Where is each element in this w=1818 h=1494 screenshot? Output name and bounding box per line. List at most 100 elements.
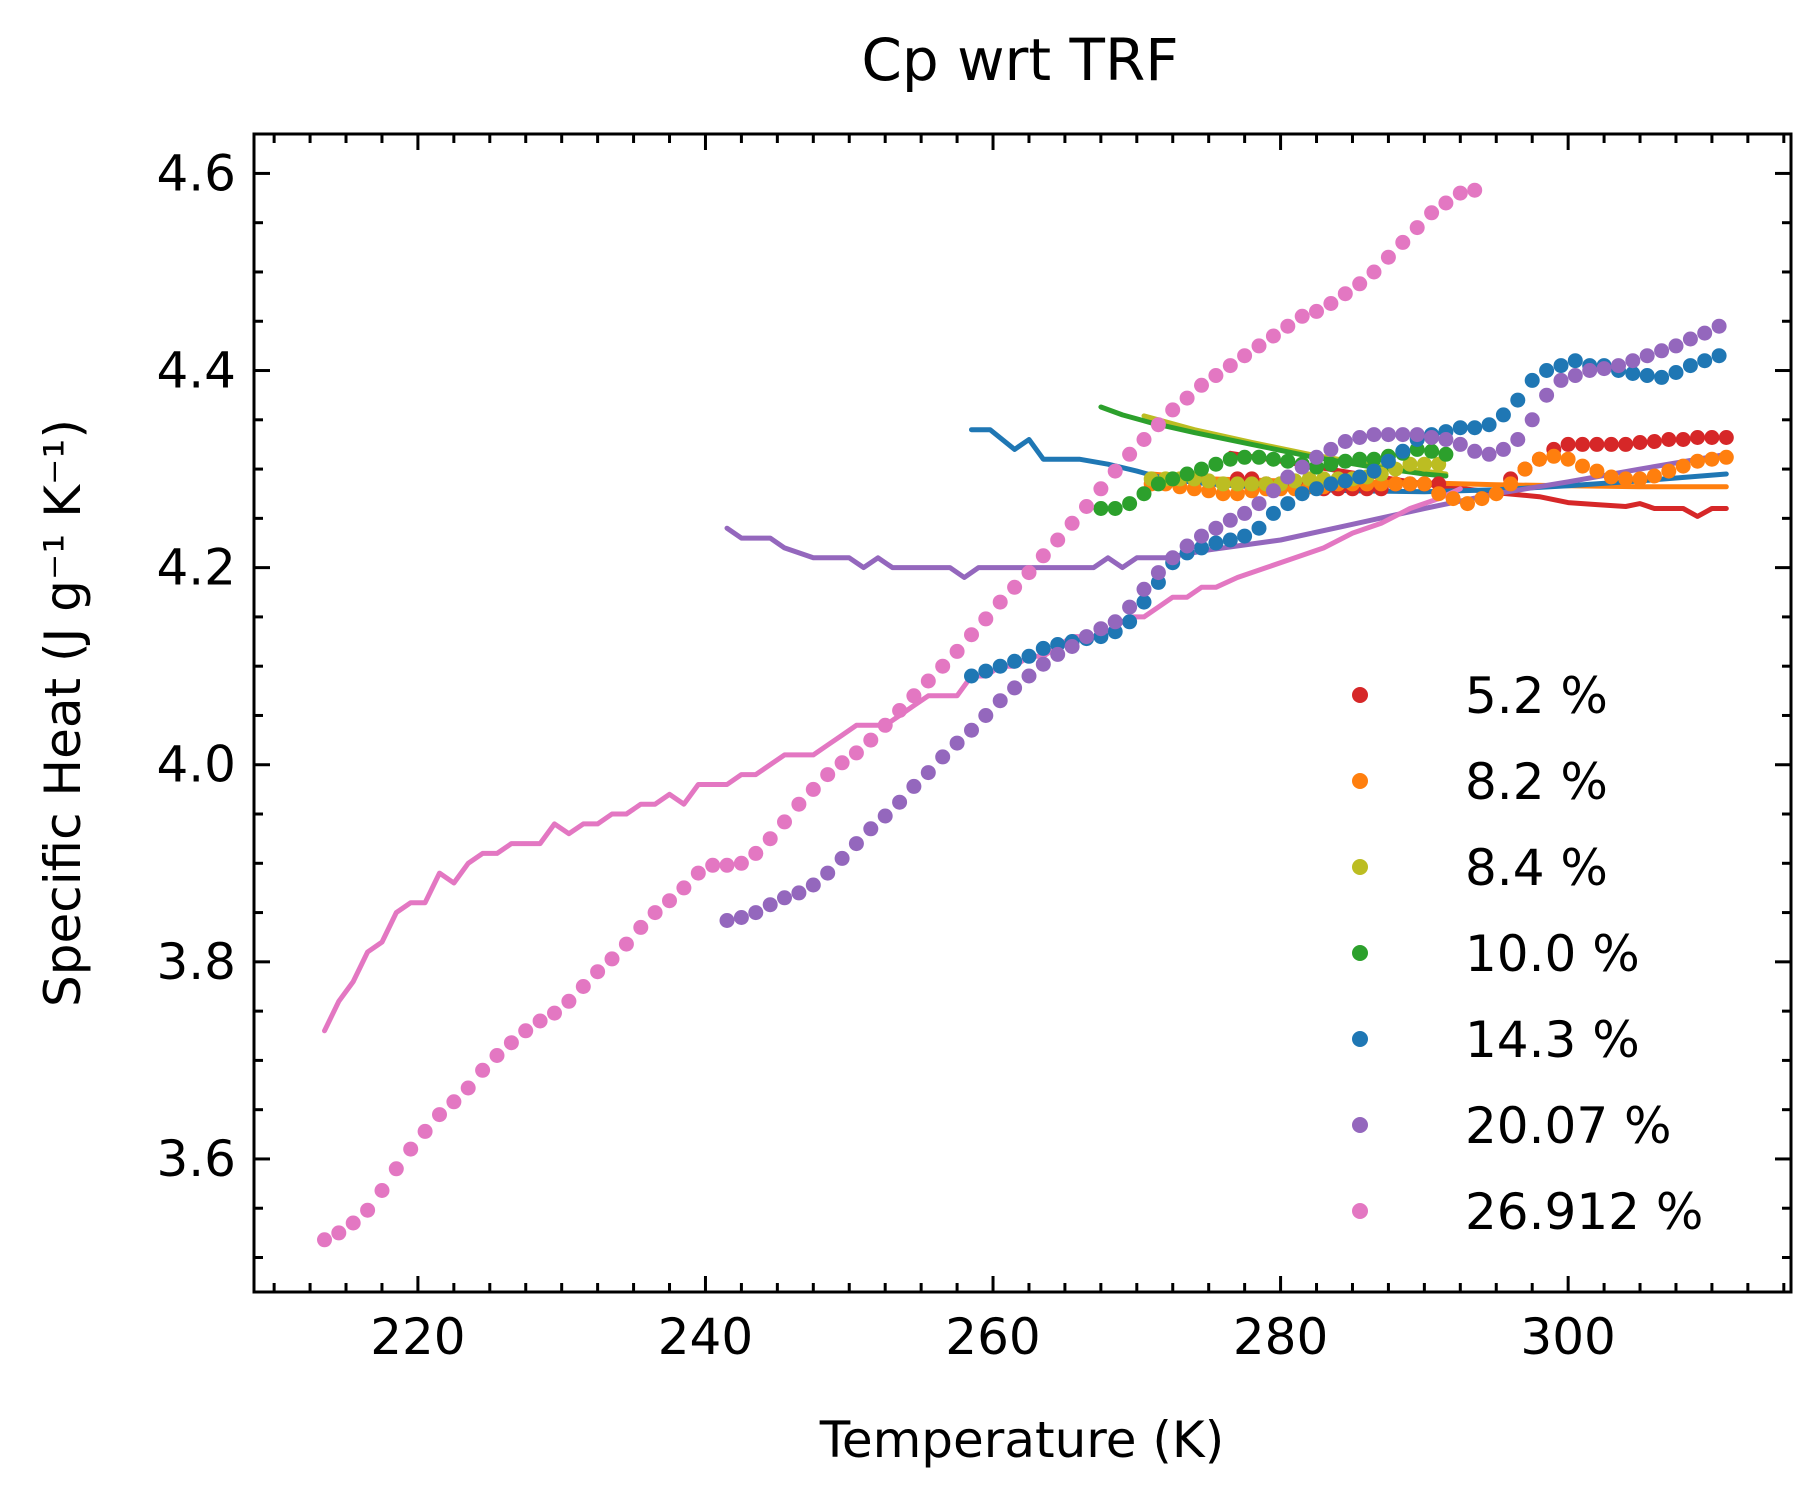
series-point-6 <box>834 755 850 771</box>
series-point-1 <box>1388 476 1404 492</box>
series-point-6 <box>647 905 663 921</box>
series-point-5 <box>1467 443 1483 459</box>
y-tick-label: 4.2 <box>156 539 236 597</box>
series-point-0 <box>1675 432 1691 447</box>
series-point-3 <box>1136 486 1152 502</box>
series-point-5 <box>1093 621 1109 637</box>
series-point-4 <box>992 658 1008 674</box>
series-point-5 <box>1366 427 1382 443</box>
plot-frame <box>252 132 1793 1294</box>
series-point-3 <box>1337 453 1353 469</box>
series-point-5 <box>1107 614 1123 630</box>
series-point-5 <box>1539 387 1555 403</box>
series-point-4 <box>1251 520 1267 536</box>
series-point-1 <box>1402 476 1418 492</box>
series-point-6 <box>1021 565 1037 581</box>
series-point-4 <box>1495 407 1511 423</box>
series-point-3 <box>1208 456 1224 472</box>
legend: 5.2 % 8.2 % 8.4 % 10.0 % 14.3 % 20.07 % 26.912… <box>1352 667 1703 1241</box>
series-point-3 <box>1150 476 1166 492</box>
series-point-6 <box>1424 205 1440 221</box>
series-point-5 <box>863 821 879 837</box>
series-point-5 <box>1625 353 1641 369</box>
series-point-3 <box>1280 453 1296 469</box>
y-tick-label: 3.6 <box>156 1130 236 1188</box>
series-point-1 <box>1474 491 1490 507</box>
series-point-6 <box>1366 264 1382 280</box>
series-point-6 <box>935 658 951 674</box>
series-point-5 <box>1697 325 1713 341</box>
series-point-6 <box>1395 234 1411 250</box>
series-point-4 <box>1237 528 1253 544</box>
series-point-3 <box>1251 449 1267 465</box>
series-point-5 <box>1165 550 1181 566</box>
series-point-5 <box>748 905 764 921</box>
series-point-2 <box>1244 476 1260 492</box>
series-point-5 <box>1481 446 1497 462</box>
series-point-2 <box>1229 476 1245 492</box>
series-point-0 <box>1661 432 1677 447</box>
series-point-1 <box>1460 496 1475 512</box>
series-point-4 <box>1208 535 1224 551</box>
legend-marker <box>1352 773 1368 789</box>
series-point-6 <box>992 594 1008 610</box>
y-tick-label: 4.4 <box>156 342 236 400</box>
series-point-5 <box>1309 449 1324 465</box>
series-point-5 <box>820 865 836 881</box>
series-point-4 <box>1007 653 1023 669</box>
legend-label: 20.07 % <box>1465 1097 1672 1155</box>
series-point-3 <box>1194 461 1209 477</box>
series-point-1 <box>1575 458 1590 474</box>
x-tick-label: 240 <box>658 1308 753 1366</box>
series-line-3 <box>1098 404 1449 479</box>
series-point-4 <box>1625 366 1641 381</box>
series-point-1 <box>1632 471 1648 487</box>
series-point-6 <box>1251 338 1267 354</box>
series-point-6 <box>561 993 577 1009</box>
legend-label: 10.0 % <box>1465 925 1640 983</box>
series-point-6 <box>1079 499 1094 514</box>
series-point-5 <box>1280 469 1296 485</box>
series-point-6 <box>777 814 792 830</box>
series-point-6 <box>848 745 864 761</box>
series-point-6 <box>863 732 879 748</box>
series-point-1 <box>1718 449 1734 465</box>
series-point-5 <box>892 794 908 810</box>
x-tick-label: 280 <box>1233 1308 1328 1366</box>
series-point-6 <box>820 767 836 783</box>
series-point-4 <box>964 668 979 684</box>
series-point-5 <box>1668 338 1684 354</box>
series-point-6 <box>1280 318 1296 334</box>
series-point-0 <box>1632 435 1648 450</box>
series-point-5 <box>1711 318 1727 334</box>
series-point-6 <box>590 964 606 980</box>
series-point-6 <box>374 1183 390 1198</box>
series-point-3 <box>1438 446 1454 462</box>
series-point-0 <box>1560 436 1576 452</box>
x-tick-label: 220 <box>370 1308 465 1366</box>
series-point-4 <box>1711 348 1727 364</box>
series-point-5 <box>1323 441 1339 457</box>
series-point-5 <box>1352 430 1368 445</box>
series-point-3 <box>1352 451 1368 467</box>
series-point-5 <box>1035 656 1051 672</box>
series-point-5 <box>762 897 778 913</box>
series-point-4 <box>1337 473 1353 489</box>
series-point-5 <box>1524 412 1540 428</box>
series-point-6 <box>1136 432 1152 447</box>
series-point-4 <box>1222 532 1238 548</box>
series-point-5 <box>935 749 951 765</box>
series-point-6 <box>618 936 634 952</box>
series-point-4 <box>1265 505 1281 521</box>
series-point-5 <box>1510 432 1526 447</box>
series-point-6 <box>518 1023 534 1039</box>
series-point-1 <box>1488 486 1504 502</box>
series-point-1 <box>1603 469 1619 485</box>
series-point-5 <box>1251 496 1267 512</box>
series-point-6 <box>1165 402 1181 418</box>
series-point-6 <box>388 1161 404 1177</box>
series-point-6 <box>690 865 706 881</box>
series-point-4 <box>1654 369 1670 385</box>
series-point-2 <box>1215 476 1231 492</box>
series-point-6 <box>1337 286 1353 302</box>
